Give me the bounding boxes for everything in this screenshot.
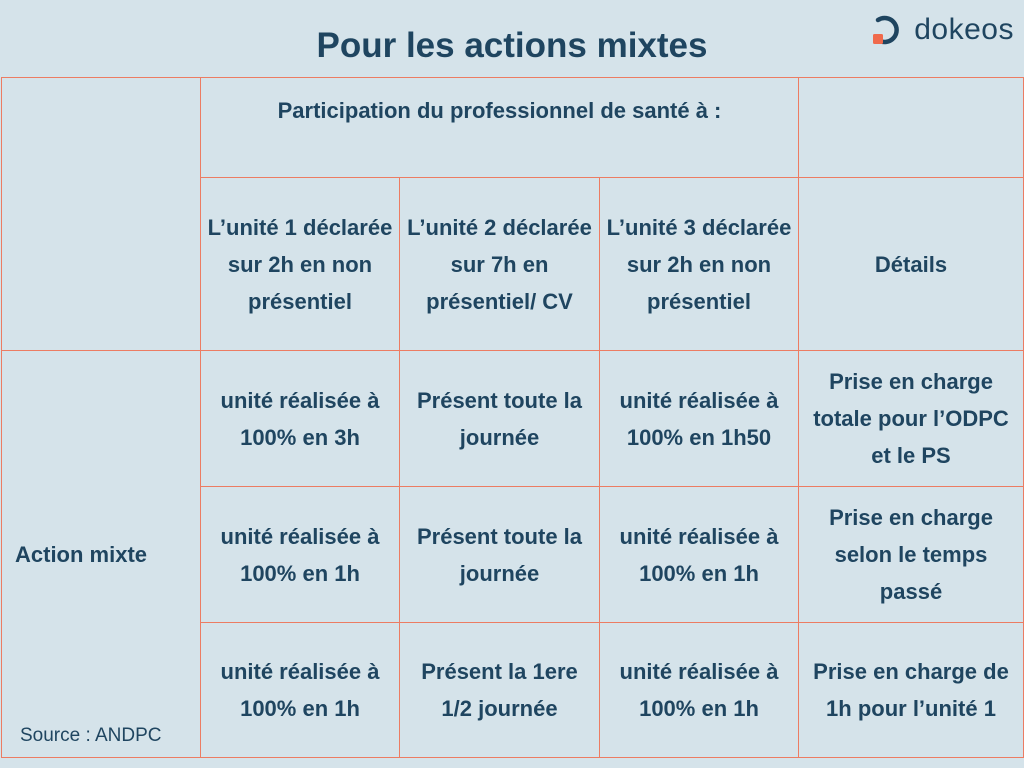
column-header-unite-3: L’unité 3 déclarée sur 2h en non présent… <box>599 177 799 351</box>
actions-mixtes-table: Participation du professionnel de santé … <box>1 77 1024 758</box>
table-row: Action mixte Source : ANDPC unité réalis… <box>1 350 1024 758</box>
table-row: unité réalisée à 100% en 1h Présent la 1… <box>2 622 1024 758</box>
table-cell: unité réalisée à 100% en 1h50 <box>599 350 799 487</box>
logo-text: dokeos <box>914 13 1014 46</box>
page-title: Pour les actions mixtes <box>316 26 708 65</box>
column-header-details: Détails <box>798 177 1024 351</box>
column-header-unite-1: L’unité 1 déclarée sur 2h en non présent… <box>200 177 400 351</box>
dokeos-logo-icon <box>873 15 900 45</box>
row-label-action-mixte: Action mixte <box>15 541 148 567</box>
empty-corner-cell <box>1 77 201 351</box>
table-cell: unité réalisée à 100% en 3h <box>200 350 400 487</box>
column-header-unite-2: L’unité 2 déclarée sur 7h en présentiel/… <box>399 177 600 351</box>
empty-header-cell <box>798 77 1024 178</box>
table-cell: Prise en charge totale pour l’ODPC et le… <box>798 350 1024 487</box>
table-cell: unité réalisée à 100% en 1h <box>599 622 799 758</box>
column-header-row: L’unité 1 déclarée sur 2h en non présent… <box>2 177 1024 351</box>
table-cell: Présent toute la journée <box>399 350 600 487</box>
table-cell: unité réalisée à 100% en 1h <box>200 486 400 623</box>
table-cell: Prise en charge selon le temps passé <box>798 486 1024 623</box>
table-header-row: Participation du professionnel de santé … <box>1 77 1024 351</box>
table-row: unité réalisée à 100% en 1h Présent tout… <box>2 486 1024 623</box>
table-cell: unité réalisée à 100% en 1h <box>599 486 799 623</box>
table-cell: unité réalisée à 100% en 1h <box>200 622 400 758</box>
participation-header: Participation du professionnel de santé … <box>200 77 799 178</box>
dokeos-logo: dokeos <box>870 12 1014 48</box>
table-cell: Prise en charge de 1h pour l’unité 1 <box>798 622 1024 758</box>
source-note: Source : ANDPC <box>20 725 162 746</box>
table-cell: Présent la 1ere 1/2 journée <box>399 622 600 758</box>
table-cell: Présent toute la journée <box>399 486 600 623</box>
row-label-cell: Action mixte Source : ANDPC <box>1 350 201 758</box>
